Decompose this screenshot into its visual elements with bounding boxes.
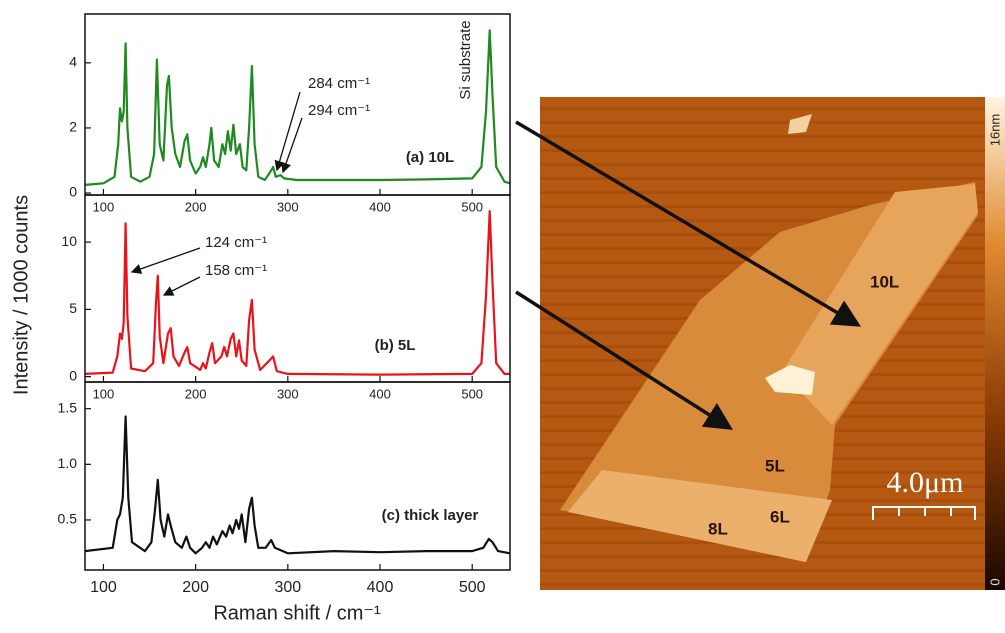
x-tick-label: 100 [93,199,115,214]
afm-label: 6L [770,507,790,526]
annotation-arrow [132,248,200,272]
annotation: Si substrate [457,20,474,99]
y-tick-label: 1.0 [58,455,78,471]
annotation: (b) 5L [375,337,416,354]
afm-label: 8L [708,519,728,538]
y-tick-label: 10 [61,233,77,249]
y-axis-label: Intensity / 1000 counts [10,195,32,395]
annotation: (a) 10L [406,149,454,166]
panel-frame [85,195,510,382]
y-tick-label: 0 [69,367,77,383]
x-tick-label: 400 [369,386,391,401]
x-tick-label: 200 [185,386,207,401]
annotation: (c) thick layer [382,507,479,524]
annotation-arrow [164,277,200,295]
panel-frame [85,14,510,195]
afm-image: 10L 5L 6L 8L 4.0μm 16nm 0 [540,97,1005,590]
x-tick-label: 500 [459,579,486,596]
scale-label: 4.0μm [887,466,964,499]
y-tick-label: 0 [69,184,77,200]
annotation: 124 cm⁻¹ [205,234,267,251]
y-tick-label: 4 [69,54,77,70]
x-tick-label: 300 [277,386,299,401]
x-tick-label: 200 [185,199,207,214]
y-tick-label: 2 [69,119,77,135]
annotation: 284 cm⁻¹ [308,75,370,92]
x-tick-label: 100 [93,386,115,401]
figure: 10L 5L 6L 8L 4.0μm 16nm 0 Intensity / 10… [0,0,1005,633]
y-tick-label: 1.5 [58,399,78,415]
afm-label: 10L [870,272,899,291]
x-tick-label: 200 [182,579,209,596]
x-tick-label: 500 [461,199,483,214]
x-tick-label: 400 [367,579,394,596]
x-axis-label: Raman shift / cm⁻¹ [213,602,381,624]
x-tick-label: 500 [461,386,483,401]
x-tick-label: 300 [277,199,299,214]
annotation: 158 cm⁻¹ [205,262,267,279]
spectrum-line [85,211,510,375]
colorbar-label: 0 [987,578,1002,585]
colorbar [985,97,1005,590]
spectrum-line [85,417,510,554]
page: {"figure": {"ylabel": "Intensity / 1000 … [0,0,1005,633]
panel-frame [85,382,510,570]
x-tick-label: 300 [274,579,301,596]
x-tick-label: 100 [90,579,117,596]
afm-label: 5L [765,456,785,475]
annotation-arrow [283,118,302,172]
y-tick-label: 0.5 [58,511,78,527]
y-tick-label: 5 [69,300,77,316]
colorbar-label: 16nm [987,114,1002,147]
annotation: 294 cm⁻¹ [308,102,370,119]
x-tick-label: 400 [369,199,391,214]
